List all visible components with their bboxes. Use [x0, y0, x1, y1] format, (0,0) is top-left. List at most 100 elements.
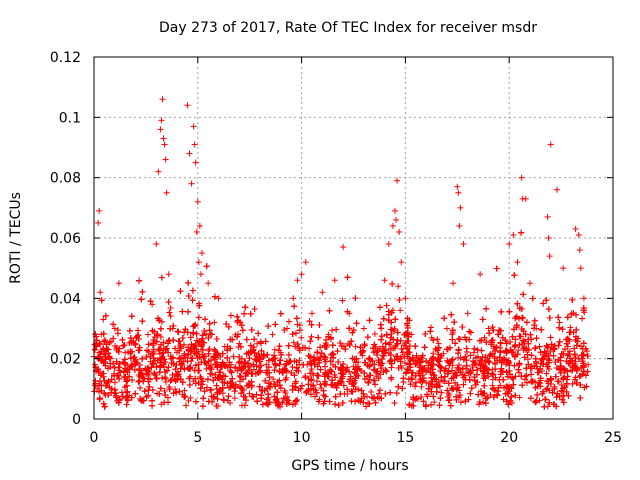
data-point	[571, 345, 578, 352]
data-point	[174, 328, 181, 335]
data-point	[246, 390, 253, 397]
data-point	[378, 333, 385, 340]
data-point	[302, 374, 309, 381]
data-point	[486, 330, 493, 337]
data-point	[389, 280, 396, 287]
data-point	[391, 400, 398, 407]
data-point	[529, 295, 536, 302]
data-point	[251, 306, 258, 313]
data-point	[494, 392, 501, 399]
data-point	[308, 366, 315, 373]
data-point	[516, 394, 523, 401]
data-point	[353, 320, 360, 327]
data-point	[544, 403, 551, 410]
data-point	[91, 346, 98, 353]
data-point	[277, 385, 284, 392]
data-point	[272, 361, 279, 368]
data-point	[274, 389, 281, 396]
data-point	[185, 279, 192, 286]
data-point	[272, 321, 279, 328]
data-point	[193, 330, 200, 337]
data-point	[258, 392, 265, 399]
data-point	[315, 334, 322, 341]
data-point	[241, 310, 248, 317]
data-point	[515, 347, 522, 354]
data-point	[337, 391, 344, 398]
data-point	[524, 351, 531, 358]
data-point	[584, 352, 591, 359]
data-point	[199, 403, 206, 410]
data-point	[474, 366, 481, 373]
chart-title: Day 273 of 2017, Rate Of TEC Index for r…	[159, 20, 537, 36]
data-point	[198, 375, 205, 382]
data-point	[323, 381, 330, 388]
data-point	[437, 395, 444, 402]
data-point	[299, 382, 306, 389]
data-point	[277, 357, 284, 364]
data-point	[213, 382, 220, 389]
data-point	[195, 379, 202, 386]
data-point	[459, 323, 466, 330]
data-point	[285, 342, 292, 349]
data-point	[259, 401, 266, 408]
data-point	[126, 327, 133, 334]
data-point	[518, 229, 525, 236]
data-point	[158, 274, 165, 281]
data-point	[387, 389, 394, 396]
data-point	[100, 373, 107, 380]
data-point	[511, 272, 518, 279]
data-point	[172, 386, 179, 393]
data-point	[186, 381, 193, 388]
data-point	[190, 329, 197, 336]
data-point	[371, 330, 378, 337]
data-point	[392, 316, 399, 323]
data-point	[131, 354, 138, 361]
data-point	[545, 306, 552, 313]
data-point	[437, 363, 444, 370]
data-point	[195, 314, 202, 321]
data-point	[519, 314, 526, 321]
data-point	[167, 313, 174, 320]
data-point	[138, 296, 145, 303]
data-point	[372, 381, 379, 388]
data-point	[153, 363, 160, 370]
data-point	[139, 288, 146, 295]
data-point	[136, 344, 143, 351]
data-point	[342, 346, 349, 353]
data-point	[144, 347, 151, 354]
data-point	[579, 315, 586, 322]
data-point	[329, 327, 336, 334]
data-point	[543, 386, 550, 393]
data-point	[248, 326, 255, 333]
data-point	[129, 377, 136, 384]
data-point	[493, 265, 500, 272]
data-point	[433, 388, 440, 395]
data-point	[197, 385, 204, 392]
data-point	[149, 397, 156, 404]
data-point	[158, 318, 165, 325]
data-point	[321, 363, 328, 370]
data-point	[434, 336, 441, 343]
data-point	[527, 395, 534, 402]
data-point	[361, 393, 368, 400]
data-point	[308, 333, 315, 340]
data-point	[456, 362, 463, 369]
data-point	[412, 343, 419, 350]
data-point	[463, 362, 470, 369]
data-point	[195, 367, 202, 374]
data-point	[326, 398, 333, 405]
data-point	[181, 329, 188, 336]
data-point	[462, 353, 469, 360]
data-point	[305, 381, 312, 388]
data-point	[531, 317, 538, 324]
data-point	[489, 324, 496, 331]
data-point	[528, 352, 535, 359]
data-point	[559, 326, 566, 333]
data-point	[352, 295, 359, 302]
data-point	[489, 382, 496, 389]
data-point	[179, 308, 186, 315]
data-point	[528, 371, 535, 378]
data-point	[115, 364, 122, 371]
data-point	[136, 277, 143, 284]
data-point	[506, 308, 513, 315]
